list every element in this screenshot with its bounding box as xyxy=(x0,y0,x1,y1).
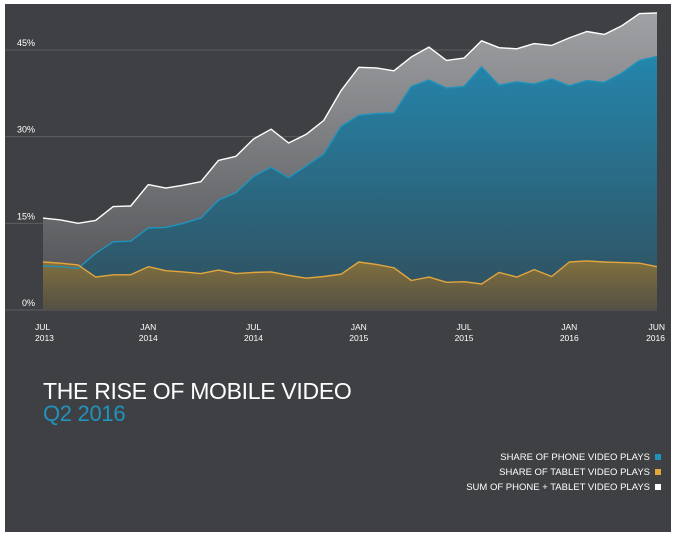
chart-title: THE RISE OF MOBILE VIDEO xyxy=(43,378,352,404)
x-tick-month: JUL xyxy=(35,322,50,332)
chart-svg: 0%15%30%45% JUL2013JAN2014JUL2014JAN2015… xyxy=(5,12,665,343)
legend-label-sum: SUM OF PHONE + TABLET VIDEO PLAYS xyxy=(466,482,650,493)
line-tablet xyxy=(42,260,658,285)
y-tick-label: 15% xyxy=(17,211,35,221)
y-tick-label: 0% xyxy=(22,298,35,308)
y-axis-ticks: 0% 15% 30% 45% xyxy=(17,38,35,308)
chart-panel: 0% 15% 30% 45% JUL 2013 JAN 2014 JUL 2014 JAN 2015… xyxy=(5,4,671,532)
area-phone xyxy=(43,56,657,311)
x-tick-year: 2013 xyxy=(35,333,54,343)
x-axis-ticks: JUL2013JAN2014JUL2014JAN2015JUL2015JAN20… xyxy=(35,322,665,343)
x-tick-year: 2015 xyxy=(455,333,474,343)
x-tick-month: JUN xyxy=(648,322,665,332)
legend-swatch-tablet xyxy=(655,469,661,475)
x-tick-year: 2014 xyxy=(244,333,263,343)
x-tick-year: 2014 xyxy=(139,333,158,343)
legend-swatch-sum xyxy=(655,484,661,490)
legend-label-tablet: SHARE OF TABLET VIDEO PLAYS xyxy=(499,467,650,478)
legend-label-phone: SHARE OF PHONE VIDEO PLAYS xyxy=(500,452,650,463)
x-tick-month: JAN xyxy=(351,322,367,332)
x-tick-month: JUL xyxy=(456,322,471,332)
chart-subtitle: Q2 2016 xyxy=(43,401,126,426)
line-phone xyxy=(42,55,658,270)
legend-item-tablet: SHARE OF TABLET VIDEO PLAYS xyxy=(466,465,661,480)
x-tick-month: JUL xyxy=(246,322,261,332)
line-sum xyxy=(42,12,658,224)
x-tick-month: JAN xyxy=(561,322,577,332)
legend-swatch-phone xyxy=(655,454,661,460)
legend-item-sum: SUM OF PHONE + TABLET VIDEO PLAYS xyxy=(466,480,661,495)
x-tick-year: 2016 xyxy=(646,333,665,343)
legend-item-phone: SHARE OF PHONE VIDEO PLAYS xyxy=(466,450,661,465)
series-areas xyxy=(43,13,657,311)
x-tick-year: 2015 xyxy=(349,333,368,343)
y-tick-label: 45% xyxy=(17,38,35,48)
series-lines xyxy=(42,12,658,285)
x-tick-year: 2016 xyxy=(560,333,579,343)
area-tablet xyxy=(43,260,657,310)
x-tick-month: JAN xyxy=(140,322,156,332)
legend: SHARE OF PHONE VIDEO PLAYS SHARE OF TABL… xyxy=(466,450,661,495)
y-tick-label: 30% xyxy=(17,125,35,135)
